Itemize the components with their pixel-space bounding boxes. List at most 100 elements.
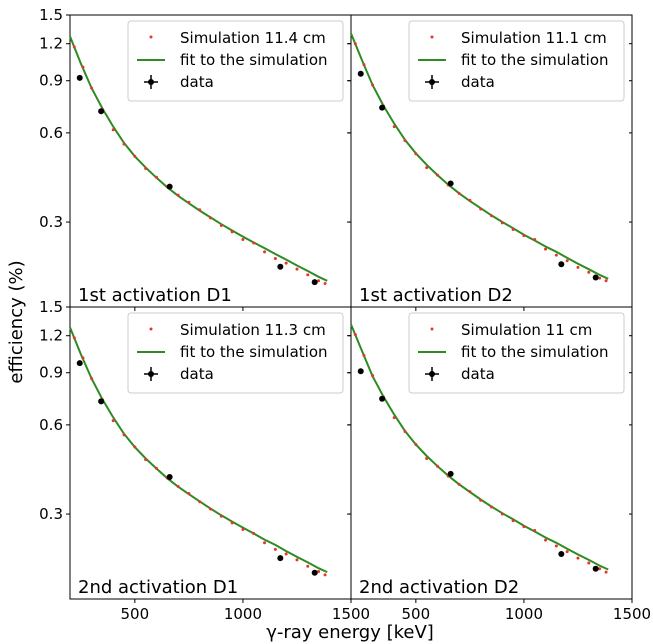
data-point <box>447 180 454 187</box>
simulation-point <box>533 237 537 241</box>
simulation-point <box>241 528 245 532</box>
simulation-point <box>565 259 569 263</box>
legend-entry: Simulation 11.1 cm <box>461 29 607 47</box>
data-point <box>166 474 173 481</box>
simulation-point <box>284 261 288 265</box>
simulation-point <box>317 279 321 283</box>
simulation-point <box>353 333 357 337</box>
simulation-point <box>479 498 483 502</box>
simulation-point <box>587 270 591 274</box>
data-point <box>558 550 565 557</box>
plot-frame <box>350 306 633 600</box>
legend-box <box>127 20 344 102</box>
simulation-point <box>490 214 493 218</box>
simulation-point <box>522 234 526 238</box>
simulation-point <box>554 544 558 548</box>
simulation-point <box>425 166 429 170</box>
simulation-point <box>273 547 277 551</box>
legend-entry: fit to the simulation <box>461 51 609 69</box>
simulation-point <box>198 208 202 212</box>
simulation-point <box>414 443 418 447</box>
legend-entry: fit to the simulation <box>180 343 328 361</box>
y-tick-label: 0.6 <box>39 416 63 434</box>
simulation-point <box>230 521 234 525</box>
legend-simulation-marker <box>149 327 153 331</box>
simulation-point <box>209 216 212 220</box>
legend-data-marker <box>148 371 154 377</box>
x-tick-label: 500 <box>402 605 431 623</box>
simulation-point <box>241 237 245 241</box>
simulation-point <box>187 491 191 495</box>
simulation-point <box>90 86 94 90</box>
simulation-point <box>544 538 548 542</box>
legend-entry: fit to the simulation <box>180 51 328 69</box>
simulation-point <box>479 207 483 211</box>
legend-box <box>408 20 625 102</box>
legend-simulation-marker <box>149 35 153 39</box>
simulation-point <box>187 200 191 204</box>
y-tick-label: 1.2 <box>39 327 63 345</box>
x-tick-label: 500 <box>121 605 150 623</box>
x-tick-label: 1000 <box>224 605 262 623</box>
simulation-point <box>263 250 267 254</box>
simulation-point <box>133 445 137 449</box>
data-point <box>166 183 173 190</box>
data-point <box>311 279 318 286</box>
simulation-point <box>403 139 407 143</box>
simulation-point <box>490 505 493 509</box>
simulation-point <box>154 175 158 179</box>
legend-data-marker <box>429 371 435 377</box>
simulation-point <box>500 512 504 516</box>
simulation-point <box>511 228 515 232</box>
simulation-point <box>362 63 366 67</box>
simulation-point <box>323 573 327 577</box>
legend-simulation-marker <box>430 35 434 39</box>
simulation-point <box>457 191 461 195</box>
simulation-point <box>522 525 526 529</box>
y-tick-label: 1.5 <box>39 6 63 24</box>
legend-entry: Simulation 11 cm <box>461 321 592 339</box>
data-point <box>592 565 599 572</box>
x-axis-label: γ-ray energy [keV] <box>266 622 434 643</box>
simulation-point <box>576 556 580 560</box>
simulation-point <box>587 561 591 565</box>
legend-entry: fit to the simulation <box>461 343 609 361</box>
chart-panel-2: Simulation 11.1 cm fit to the simulation d… <box>347 14 633 311</box>
data-point <box>98 398 105 405</box>
panel-label: 2nd activation D2 <box>359 577 519 598</box>
legend-entry: data <box>180 365 214 383</box>
legend-simulation-marker <box>430 327 434 331</box>
simulation-point <box>209 507 212 511</box>
simulation-point <box>252 531 256 535</box>
data-point <box>379 104 386 111</box>
legend-box <box>127 312 344 394</box>
simulation-point <box>392 416 396 420</box>
data-point <box>98 108 105 115</box>
simulation-point <box>353 42 357 46</box>
simulation-point <box>306 564 310 568</box>
simulation-point <box>219 224 223 228</box>
legend-data-marker <box>148 79 154 85</box>
chart-panel-3: 0.3 0.6 0.9 1.2 1.5 500 1000 1500 Simulation 11.… <box>39 298 370 623</box>
simulation-point <box>544 247 548 251</box>
chart-panel-4: 500 1000 1500 Simulation 11 cm fit to the si… <box>347 306 651 623</box>
y-tick-label: 0.3 <box>39 213 63 231</box>
simulation-point <box>468 198 472 202</box>
simulation-point <box>122 142 126 146</box>
simulation-point <box>198 500 202 504</box>
y-tick-label: 0.9 <box>39 364 63 382</box>
simulation-point <box>554 253 558 257</box>
simulation-point <box>598 276 602 280</box>
simulation-point <box>154 466 158 470</box>
data-point <box>447 470 454 477</box>
legend-box <box>408 312 625 394</box>
simulation-point <box>435 173 439 177</box>
data-point <box>357 70 364 77</box>
data-point <box>592 274 599 281</box>
simulation-point <box>81 65 85 69</box>
legend-entry: data <box>461 365 495 383</box>
data-point <box>558 261 565 268</box>
simulation-point <box>500 221 504 225</box>
simulation-point <box>371 83 375 87</box>
